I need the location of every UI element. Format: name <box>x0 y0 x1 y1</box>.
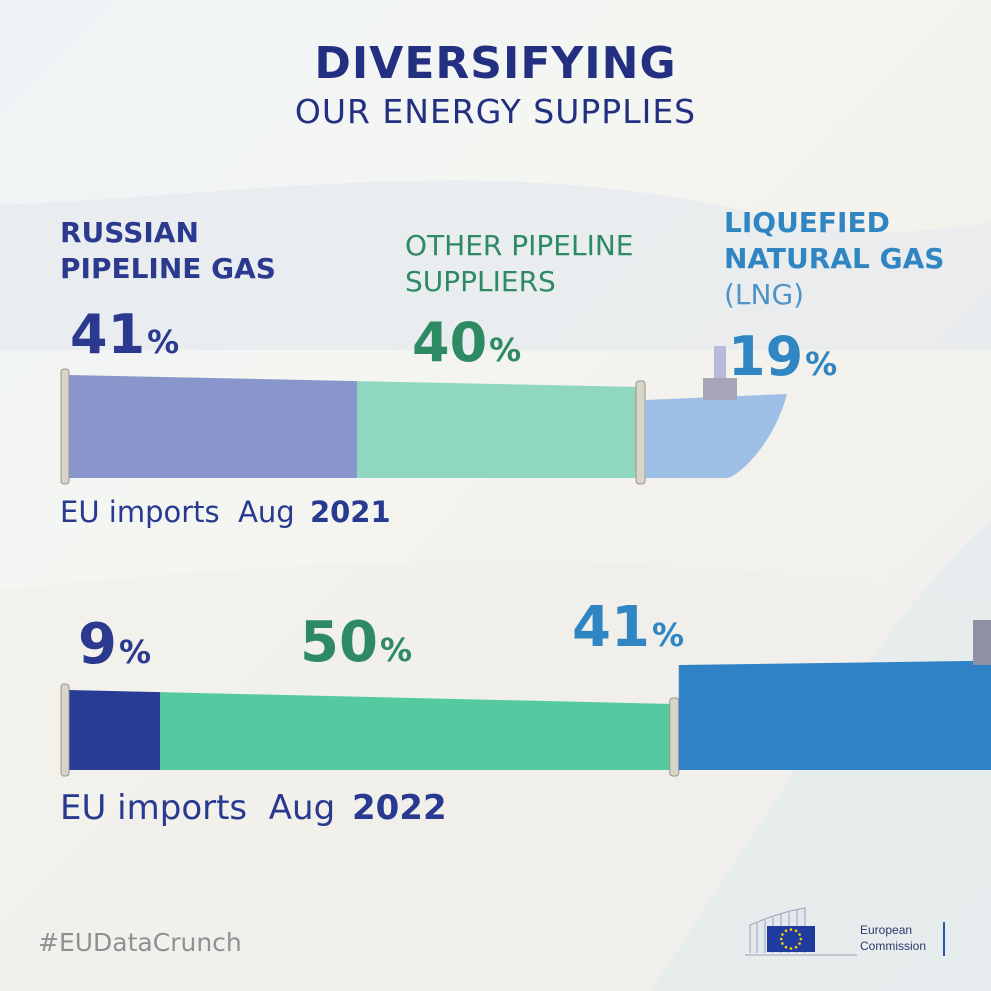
label-lng-2021: 19% <box>728 327 837 394</box>
caption-2021-year: 2021 <box>309 495 391 529</box>
bar-other-2022 <box>160 692 673 770</box>
caption-2022-month: Aug <box>268 788 336 828</box>
label-russian-2021: 41% <box>70 305 179 372</box>
pipe-end-flange-2022 <box>669 697 680 777</box>
label-other-2021-value: 40 <box>412 311 488 374</box>
bar-lng-2022 <box>678 660 991 770</box>
ship-deckhouse-2022 <box>973 620 991 665</box>
pipe-start-flange-2022 <box>60 683 70 777</box>
caption-2022-year: 2022 <box>351 788 447 828</box>
legend-russian-line1: RUSSIAN <box>60 216 199 249</box>
bar-russian-2021 <box>68 375 358 478</box>
page-subtitle: OUR ENERGY SUPPLIES <box>294 92 697 131</box>
caption-2021: EU imports Aug 2021 <box>60 495 391 529</box>
european-commission-logo <box>745 907 857 956</box>
legend-other-line2: SUPPLIERS <box>405 265 556 298</box>
label-russian-2022-percent: % <box>118 633 152 671</box>
label-lng-2021-percent: % <box>805 345 838 383</box>
label-other-2021: 40% <box>412 313 521 380</box>
label-other-2022-percent: % <box>379 631 412 669</box>
legend-other-pipeline-suppliers: OTHER PIPELINE SUPPLIERS <box>405 228 633 300</box>
label-lng-2021-value: 19 <box>728 325 804 388</box>
caption-2021-month: Aug <box>238 495 295 529</box>
logo-divider <box>943 922 945 956</box>
hashtag: #EUDataCrunch <box>38 928 242 957</box>
page-title: DIVERSIFYING <box>314 38 677 89</box>
pipe-end-flange-2021 <box>635 380 646 485</box>
logo-line2: Commission <box>860 939 927 953</box>
label-russian-2021-percent: % <box>147 323 180 361</box>
label-other-2022-value: 50 <box>300 610 378 675</box>
legend-lng-line2: NATURAL GAS <box>724 242 945 275</box>
legend-other-line1: OTHER PIPELINE <box>405 229 634 262</box>
label-other-2022: 50% <box>300 613 412 680</box>
bar-russian-2022 <box>68 690 161 770</box>
legend-lng-abbr: (LNG) <box>724 278 805 311</box>
label-russian-2021-value: 41 <box>70 303 146 366</box>
legend-lng: LIQUEFIED NATURAL GAS (LNG) <box>724 205 944 313</box>
label-lng-2022: 41% <box>572 598 684 665</box>
label-russian-2022-value: 9 <box>78 612 117 677</box>
caption-2022: EU imports Aug 2022 <box>60 788 447 828</box>
bar-lng-2021 <box>645 394 787 478</box>
label-lng-2022-value: 41 <box>572 595 650 660</box>
legend-russian-pipeline-gas: RUSSIAN PIPELINE GAS <box>60 215 276 287</box>
logo-line1: European <box>860 923 913 937</box>
label-other-2021-percent: % <box>489 331 522 369</box>
ship-tower-2021 <box>714 346 726 378</box>
ship-deckhouse-2021 <box>703 378 737 400</box>
caption-2022-text: EU imports <box>60 788 248 828</box>
pipe-start-flange-2021 <box>60 368 70 485</box>
caption-2021-text: EU imports <box>60 495 220 529</box>
label-russian-2022: 9% <box>78 615 151 682</box>
bar-other-2021 <box>357 381 640 478</box>
legend-lng-line1: LIQUEFIED <box>724 206 890 239</box>
label-lng-2022-percent: % <box>651 616 684 654</box>
logo-text: European Commission <box>860 922 926 954</box>
legend-russian-line2: PIPELINE GAS <box>60 252 276 285</box>
